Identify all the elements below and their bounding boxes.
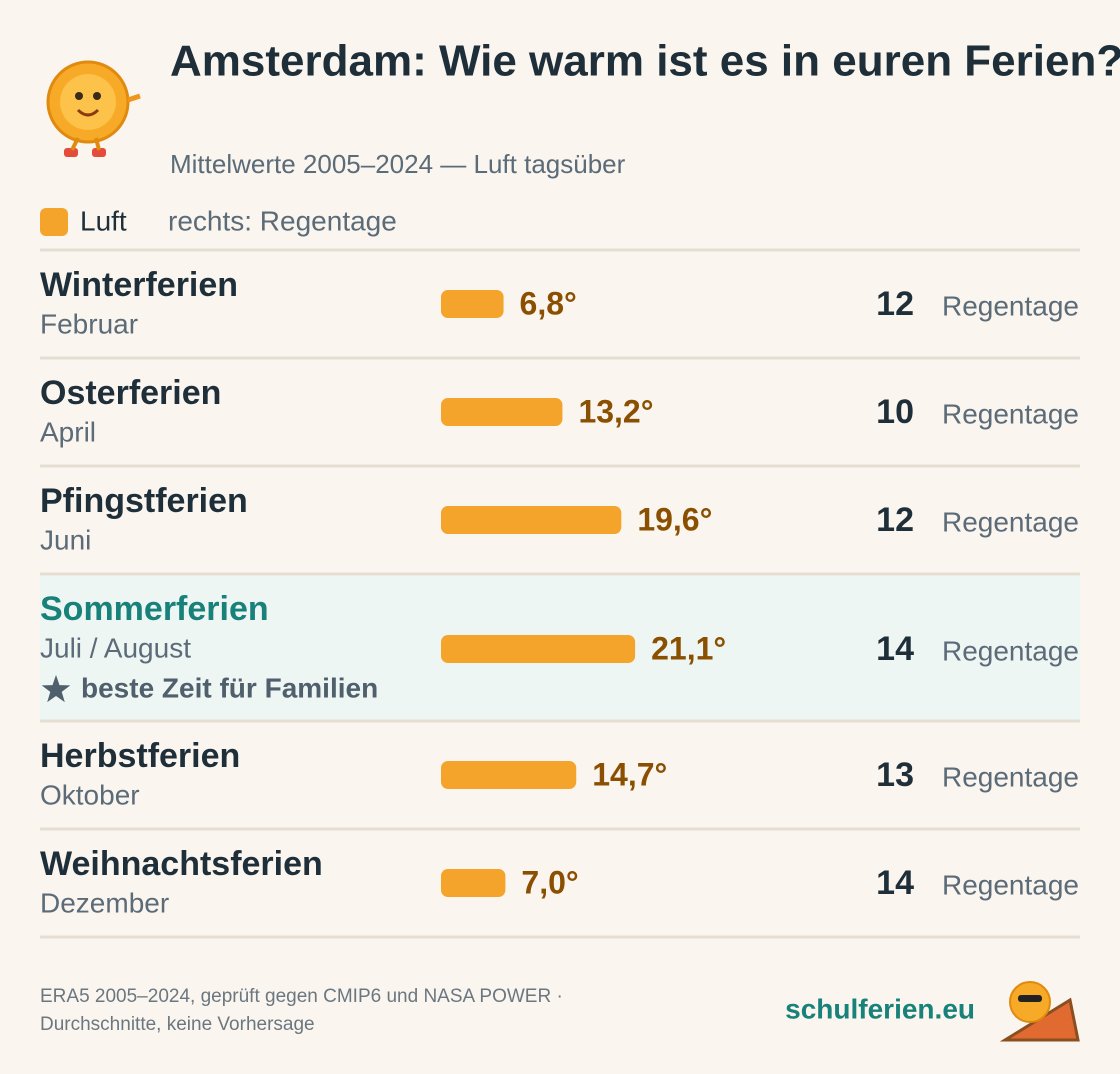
brand: schulferien.eu <box>785 993 975 1024</box>
category-label: Pfingstferien <box>40 482 248 520</box>
category-sublabel: Februar <box>40 308 138 339</box>
star-icon <box>41 675 71 703</box>
bar <box>441 869 506 897</box>
category-sublabel: Dezember <box>40 887 169 918</box>
source-line: Durchschnitte, keine Vorhersage <box>40 1014 315 1035</box>
category-sublabel: Juli / August <box>40 632 191 663</box>
category-sublabel: April <box>40 416 96 447</box>
value-label: 7,0° <box>521 864 578 900</box>
value-label: 13,2° <box>578 393 653 429</box>
category-label: Herbstferien <box>40 737 240 775</box>
legend-note: rechts: Regentage <box>168 205 397 236</box>
rain-unit: Regentage <box>942 635 1079 666</box>
bar <box>441 761 577 789</box>
bar <box>441 398 563 426</box>
source-line: ERA5 2005–2024, geprüft gegen CMIP6 und … <box>40 986 563 1007</box>
legend-swatch <box>40 208 68 236</box>
category-label: Sommerferien <box>40 590 269 628</box>
category-label: Winterferien <box>40 266 238 304</box>
rain-unit: Regentage <box>942 398 1079 429</box>
category-sublabel: Juni <box>40 524 91 555</box>
rain-days: 12 <box>876 501 914 539</box>
rain-unit: Regentage <box>942 761 1079 792</box>
subtitle: Mittelwerte 2005–2024 — Luft tagsüber <box>170 149 626 179</box>
legend-label: Luft <box>80 205 127 236</box>
rain-unit: Regentage <box>942 869 1079 900</box>
category-label: Weihnachtsferien <box>40 845 323 883</box>
bar <box>441 635 636 663</box>
bar <box>441 290 504 318</box>
value-label: 21,1° <box>651 630 726 666</box>
rain-days: 14 <box>876 864 914 902</box>
chart-title: Amsterdam: Wie warm ist es in euren Feri… <box>170 37 1120 86</box>
sun-mascot <box>46 60 141 157</box>
rain-unit: Regentage <box>942 506 1079 537</box>
value-label: 14,7° <box>592 756 667 792</box>
rain-days: 14 <box>876 630 914 668</box>
rain-days: 13 <box>876 756 914 794</box>
category-sublabel: Oktober <box>40 779 140 810</box>
rain-days: 12 <box>876 285 914 323</box>
rain-days: 10 <box>876 393 914 431</box>
sun-deckchair <box>999 981 1080 1042</box>
annotation: beste Zeit für Familien <box>81 672 378 703</box>
rain-unit: Regentage <box>942 290 1079 321</box>
value-label: 19,6° <box>637 501 712 537</box>
category-label: Osterferien <box>40 374 221 412</box>
bar <box>441 506 622 534</box>
value-label: 6,8° <box>520 285 577 321</box>
